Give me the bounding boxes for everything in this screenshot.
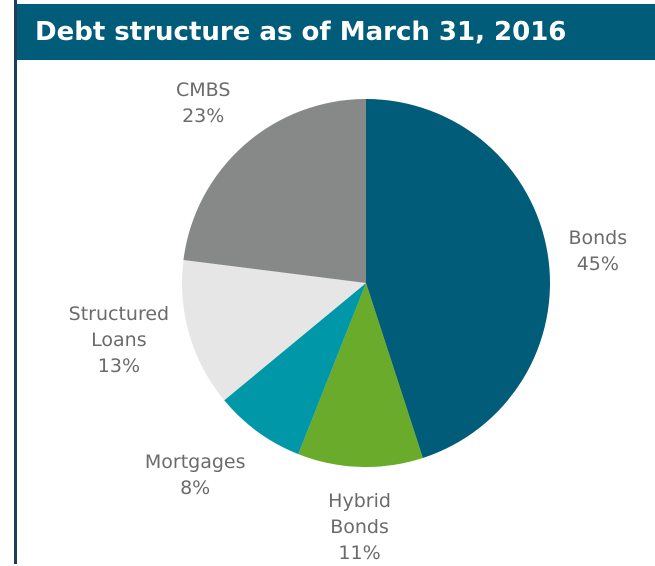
category-label: Bonds bbox=[568, 226, 628, 249]
slice-label: Mortgages 8% bbox=[145, 449, 246, 501]
slice-label: Hybrid Bonds 11% bbox=[328, 488, 391, 566]
pie-slice bbox=[182, 259, 366, 401]
chart-title: Debt structure as of March 31, 2016 bbox=[35, 17, 567, 47]
value-label: 13% bbox=[97, 355, 141, 378]
pie-slice bbox=[298, 283, 423, 468]
value-label: 23% bbox=[182, 105, 225, 128]
category-label: Structured Loans bbox=[68, 303, 170, 352]
title-bar: Debt structure as of March 31, 2016 bbox=[17, 4, 655, 60]
frame bbox=[14, 0, 655, 564]
slice-label: Bonds 45% bbox=[568, 225, 627, 277]
value-label: 45% bbox=[576, 252, 619, 275]
category-label: Hybrid Bonds bbox=[328, 489, 391, 538]
pie-slice bbox=[366, 99, 550, 458]
slice-label: CMBS 23% bbox=[176, 77, 230, 129]
pie-slice bbox=[224, 283, 366, 455]
pie-slice bbox=[183, 99, 366, 283]
value-label: 11% bbox=[338, 541, 381, 564]
value-label: 8% bbox=[180, 476, 211, 499]
slice-label: Structured Loans 13% bbox=[69, 301, 169, 379]
category-label: CMBS bbox=[176, 79, 231, 102]
category-label: Mortgages bbox=[144, 450, 246, 473]
